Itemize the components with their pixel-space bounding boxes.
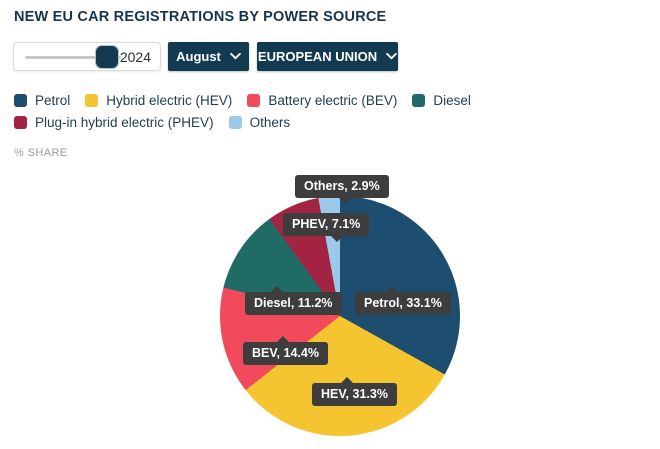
chevron-down-icon bbox=[230, 53, 241, 60]
legend-swatch-icon bbox=[412, 94, 426, 107]
year-slider-value: 2024 bbox=[119, 49, 151, 65]
year-slider-handle[interactable] bbox=[95, 45, 119, 69]
pie-label-diesel: Diesel, 11.2% bbox=[245, 286, 342, 315]
legend-swatch-icon bbox=[228, 116, 242, 129]
legend-swatch-icon bbox=[85, 94, 99, 107]
legend-item-diesel[interactable]: Diesel bbox=[412, 93, 471, 108]
legend-swatch-icon bbox=[14, 94, 27, 107]
legend-item-bev[interactable]: Battery electric (BEV) bbox=[247, 93, 397, 108]
pie-label-phev: PHEV, 7.1% bbox=[283, 213, 370, 242]
legend-item-label: Petrol bbox=[35, 93, 71, 108]
legend-item-others[interactable]: Others bbox=[228, 115, 291, 130]
pie-label-others: Others, 2.9% bbox=[295, 175, 389, 204]
pie-label-petrol: Petrol, 33.1% bbox=[355, 286, 451, 315]
chevron-down-icon bbox=[386, 53, 397, 60]
legend-swatch-icon bbox=[247, 94, 261, 107]
legend-item-label: Others bbox=[249, 115, 291, 130]
legend-item-hev[interactable]: Hybrid electric (HEV) bbox=[85, 93, 232, 108]
legend-swatch-icon bbox=[14, 116, 27, 129]
chart-legend: Petrol Hybrid electric (HEV) Battery elect… bbox=[14, 93, 554, 130]
legend-item-label: Hybrid electric (HEV) bbox=[106, 93, 233, 108]
page-title: NEW EU CAR REGISTRATIONS BY POWER SOURCE bbox=[14, 9, 387, 25]
month-dropdown[interactable]: August bbox=[168, 42, 249, 71]
year-slider[interactable]: 2024 bbox=[13, 42, 161, 71]
legend-item-label: Plug-in hybrid electric (PHEV) bbox=[35, 115, 214, 130]
region-dropdown-value: EUROPEAN UNION bbox=[257, 49, 378, 64]
axis-unit-label: % SHARE bbox=[14, 147, 68, 159]
legend-item-petrol[interactable]: Petrol bbox=[14, 93, 70, 108]
legend-item-phev[interactable]: Plug-in hybrid electric (PHEV) bbox=[14, 115, 214, 130]
pie-label-bev: BEV, 14.4% bbox=[243, 336, 328, 365]
legend-item-label: Diesel bbox=[433, 93, 471, 108]
pie-label-hev: HEV, 31.3% bbox=[312, 377, 397, 406]
month-dropdown-value: August bbox=[176, 49, 221, 64]
year-slider-track[interactable] bbox=[25, 56, 121, 59]
region-dropdown[interactable]: EUROPEAN UNION bbox=[257, 42, 398, 71]
legend-item-label: Battery electric (BEV) bbox=[268, 93, 398, 108]
